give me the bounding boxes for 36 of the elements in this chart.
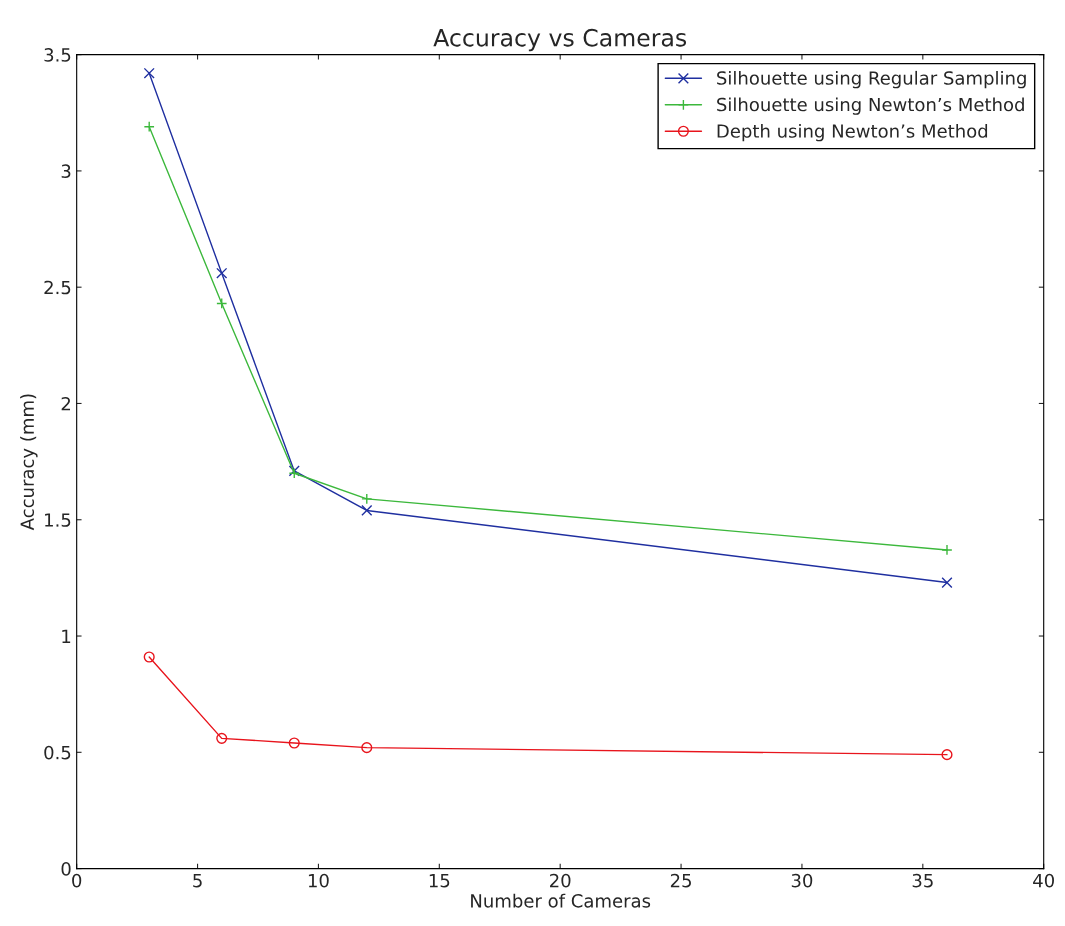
x-tick-label: 20	[550, 873, 571, 888]
y-tick-label: 2.5	[44, 280, 71, 295]
x-tick-label: 35	[912, 873, 933, 888]
x-axis-title: Number of Cameras	[471, 893, 651, 908]
legend-label: Silhouette using Regular Sampling	[717, 70, 1026, 89]
x-tick-label: 5	[193, 874, 202, 888]
x-tick-label: 40	[1033, 873, 1054, 888]
point	[143, 121, 155, 133]
y-tick-label: 0	[61, 862, 71, 876]
point	[216, 297, 228, 310]
x-tick-label: 25	[670, 873, 691, 888]
point	[143, 651, 155, 663]
y-tick-label: 3.5	[44, 48, 71, 62]
y-tick-label: 1.5	[45, 513, 71, 527]
y-tick-label: 3	[61, 164, 71, 179]
x-tick-label: 10	[308, 873, 329, 888]
point	[361, 504, 373, 517]
chart-title: Accuracy vs Cameras	[433, 28, 687, 52]
legend-label: Silhouette using Newton’s Method	[717, 97, 1024, 115]
x-tick-label: 0	[72, 873, 82, 888]
point	[941, 749, 953, 761]
point	[216, 267, 228, 279]
legend-label: Depth using Newton’s Method	[717, 123, 988, 142]
point	[941, 576, 953, 589]
point	[143, 67, 155, 79]
y-tick-label: 0.5	[44, 745, 71, 760]
x-tick-label: 15	[429, 874, 450, 888]
point	[361, 742, 373, 754]
point	[361, 493, 373, 505]
y-tick-label: 2	[61, 396, 71, 411]
x-tick-label: 30	[791, 873, 813, 888]
y-axis-title: Accuracy (mm)	[20, 394, 38, 531]
point	[216, 732, 228, 744]
y-tick-label: 1	[62, 629, 71, 643]
point	[941, 544, 953, 556]
point	[288, 737, 300, 749]
